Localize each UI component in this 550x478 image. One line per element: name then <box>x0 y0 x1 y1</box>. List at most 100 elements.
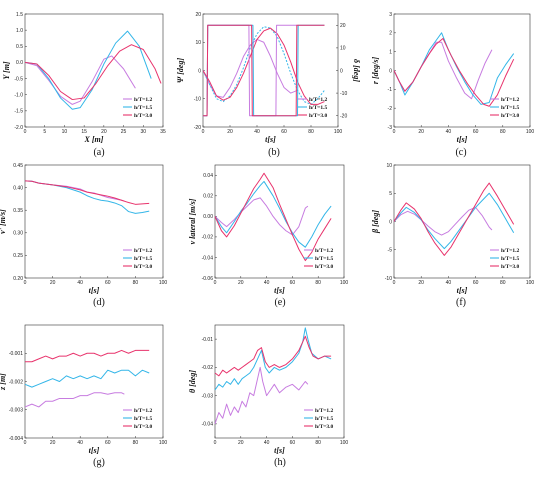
series-line-ht12 <box>203 24 298 117</box>
x-axis-label: X [m] <box>84 135 104 144</box>
series-line-ht30 <box>393 182 515 256</box>
y-tick-label: -0.002 <box>9 379 23 385</box>
series-line-ht30 <box>202 27 325 105</box>
y2-axis-label: δ [deg] <box>352 59 361 82</box>
y-tick-label: 0.30 <box>13 231 23 237</box>
y-tick-label: -10 <box>385 276 392 282</box>
x-tick-label: 100 <box>340 440 349 446</box>
series-line-ht12 <box>393 41 493 100</box>
x-tick-label: 80 <box>500 129 506 135</box>
x-axis-label: t[s] <box>457 286 468 295</box>
x-tick-label: 60 <box>105 440 111 446</box>
y-tick-label: -1 <box>388 87 393 93</box>
x-tick-label: 0 <box>214 440 217 446</box>
x-tick-label: 20 <box>101 129 107 135</box>
legend-entry: h/T=1.2 <box>309 97 328 103</box>
x-tick-label: 40 <box>254 129 260 135</box>
legend-entry: h/T=1.5 <box>134 416 153 422</box>
y-axis-label: v' [m/s] <box>0 209 7 234</box>
y-tick-label: 0.25 <box>13 253 23 259</box>
x-tick-label: 0 <box>202 129 205 135</box>
legend-entry: h/T=3.0 <box>309 113 328 119</box>
legend-entry: h/T=1.5 <box>315 416 334 422</box>
legend-entry: h/T=1.5 <box>134 105 153 111</box>
legend-entry: h/T=3.0 <box>315 424 334 430</box>
y-tick-label: 20 <box>195 12 201 18</box>
y2-tick-label: -10 <box>340 91 347 97</box>
x-tick-label: 60 <box>473 280 479 286</box>
y-axis-label: β [deg] <box>371 210 380 234</box>
y-tick-label: 0.35 <box>13 208 23 214</box>
x-tick-label: 40 <box>77 440 83 446</box>
x-tick-label: 20 <box>50 280 56 286</box>
series-line-ht15 <box>203 24 325 117</box>
y-tick-label: 10 <box>195 40 201 46</box>
legend-entry: h/T=1.2 <box>315 248 334 254</box>
legend-entry: h/T=1.5 <box>501 256 520 262</box>
panel-label: (a) <box>93 147 104 158</box>
plot-frame <box>24 164 164 279</box>
x-tick-label: 0 <box>24 129 27 135</box>
x-tick-label: 100 <box>334 129 343 135</box>
x-tick-label: 40 <box>264 440 270 446</box>
y-axis-label: Y [m] <box>2 61 11 79</box>
x-tick-label: 20 <box>227 129 233 135</box>
y-tick-label: -0.01 <box>202 337 214 343</box>
series-line-ht12 <box>393 206 493 236</box>
x-tick-label: 0 <box>214 280 217 286</box>
y-tick-label: -0.04 <box>202 422 214 428</box>
legend-entry: h/T=1.2 <box>315 408 334 414</box>
series-line-ht30 <box>214 172 332 262</box>
legend-entry: h/T=3.0 <box>134 264 153 270</box>
y-tick-label: 1 <box>389 49 392 55</box>
x-tick-label: 0 <box>24 280 27 286</box>
legend-entry: h/T=3.0 <box>315 264 334 270</box>
y-tick-label: -5 <box>388 248 393 254</box>
series-line-ht12 <box>214 197 309 236</box>
legend-entry: h/T=1.2 <box>134 408 153 414</box>
x-axis-label: t[s] <box>265 135 276 144</box>
y-tick-label: -0.001 <box>9 351 23 357</box>
y2-tick-label: -20 <box>340 114 347 120</box>
panel-label: (b) <box>268 147 280 158</box>
series-line-ht30 <box>393 37 515 107</box>
x-tick-label: 0 <box>393 280 396 286</box>
y-tick-label: -0.03 <box>202 393 214 399</box>
legend-entry: h/T=1.5 <box>315 256 334 262</box>
y-tick-label: 0.40 <box>13 185 23 191</box>
y-tick-label: -2 <box>388 106 393 112</box>
x-tick-label: 40 <box>446 280 452 286</box>
legend-entry: h/T=1.2 <box>501 248 520 254</box>
y-tick-label: -0.04 <box>202 255 214 261</box>
y-tick-label: -0.003 <box>9 408 23 414</box>
y-tick-label: -1.5 <box>14 109 23 115</box>
panel-label: (c) <box>455 147 466 158</box>
series-line-ht12 <box>24 180 125 202</box>
plot-frame <box>214 164 345 279</box>
y-tick-label: 2 <box>389 31 392 37</box>
y2-tick-label: 20 <box>340 23 346 29</box>
chart-f: 0 20 40 60 80 100 -10 -5 0 5 10 t[s] β [deg] h/T=1.2 h… <box>371 163 534 308</box>
y-tick-label: -10 <box>194 97 201 103</box>
x-tick-label: 20 <box>418 280 424 286</box>
series-line-ht12 <box>24 55 136 105</box>
series-line-ht15 <box>24 30 152 110</box>
y-tick-label: 10 <box>386 163 392 169</box>
y-tick-label: -0.004 <box>9 436 23 442</box>
legend-entry: h/T=1.2 <box>134 248 153 254</box>
x-tick-label: 35 <box>160 129 166 135</box>
series-line-ht12 <box>202 38 298 98</box>
x-tick-label: 80 <box>315 280 321 286</box>
x-tick-label: 100 <box>159 280 168 286</box>
y-axis-label: r [deg/s] <box>371 57 380 85</box>
chart-a: 0 5 10 15 20 25 30 35 -2.0 -1.5 -1.0 -0.5 0.0 0.5 1.0 1… <box>2 12 166 158</box>
x-tick-label: 60 <box>473 129 479 135</box>
y2-tick-label: 0 <box>340 68 343 74</box>
y-axis-label: θ [deg] <box>188 370 197 393</box>
series-line-ht15 <box>202 26 325 105</box>
y-tick-label: -0.02 <box>202 365 214 371</box>
legend-entry: h/T=3.0 <box>134 113 153 119</box>
y-tick-label: -1.0 <box>14 93 23 99</box>
series-line-ht30 <box>214 335 332 377</box>
